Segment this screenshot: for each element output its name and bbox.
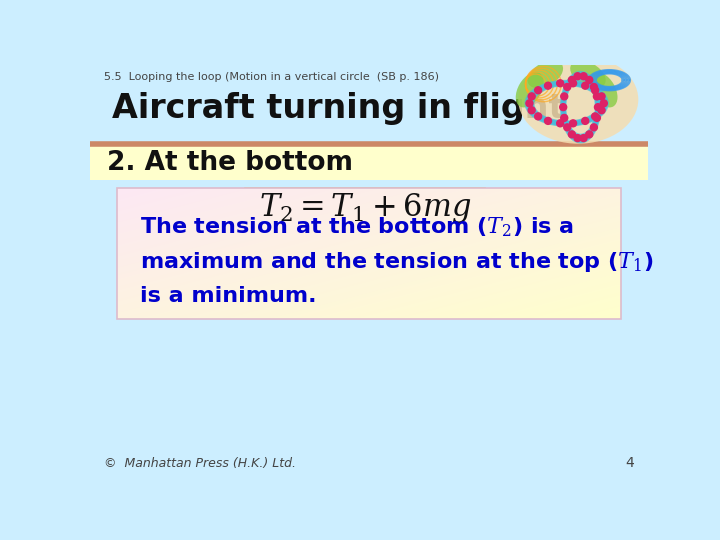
- Circle shape: [528, 107, 535, 114]
- Circle shape: [557, 120, 564, 127]
- Circle shape: [557, 80, 564, 87]
- Circle shape: [574, 73, 581, 80]
- Circle shape: [598, 107, 605, 114]
- Bar: [245, 188, 485, 228]
- Circle shape: [570, 120, 577, 127]
- Text: 5.5  Looping the loop (Motion in a vertical circle  (SB p. 186): 5.5 Looping the loop (Motion in a vertic…: [104, 72, 439, 83]
- Circle shape: [586, 77, 593, 83]
- Circle shape: [544, 82, 552, 89]
- Circle shape: [600, 100, 607, 107]
- Circle shape: [568, 77, 575, 83]
- Circle shape: [592, 113, 598, 120]
- Circle shape: [574, 134, 581, 141]
- Circle shape: [568, 131, 575, 138]
- Circle shape: [582, 82, 589, 89]
- Circle shape: [535, 113, 541, 120]
- Bar: [117, 188, 621, 319]
- Ellipse shape: [518, 55, 639, 144]
- Text: The tension at the bottom ($\mathit{T}_2$) is a: The tension at the bottom ($\mathit{T}_2…: [140, 215, 575, 239]
- Text: 4: 4: [625, 456, 634, 470]
- Circle shape: [586, 131, 593, 138]
- Circle shape: [528, 93, 535, 100]
- Text: Aircraft turning in flight: Aircraft turning in flight: [112, 92, 564, 125]
- Text: $\mathit{T}_2 = \mathit{T}_1 + 6\mathit{mg}$: $\mathit{T}_2 = \mathit{T}_1 + 6\mathit{…: [259, 191, 472, 225]
- Text: ©  Manhattan Press (H.K.) Ltd.: © Manhattan Press (H.K.) Ltd.: [104, 457, 296, 470]
- Circle shape: [526, 100, 533, 107]
- Ellipse shape: [590, 72, 618, 107]
- Circle shape: [564, 84, 571, 90]
- Circle shape: [592, 87, 598, 94]
- Circle shape: [535, 87, 541, 94]
- Circle shape: [590, 124, 598, 131]
- Circle shape: [595, 104, 601, 111]
- Ellipse shape: [516, 72, 544, 107]
- Circle shape: [564, 124, 571, 131]
- Circle shape: [593, 93, 600, 100]
- Text: is a minimum.: is a minimum.: [140, 286, 317, 306]
- Circle shape: [580, 134, 587, 141]
- Circle shape: [561, 114, 568, 122]
- Circle shape: [561, 93, 568, 100]
- Text: maximum and the tension at the top ($\mathit{T}_1$): maximum and the tension at the top ($\ma…: [140, 251, 654, 274]
- Circle shape: [570, 80, 577, 87]
- Circle shape: [593, 114, 600, 122]
- Circle shape: [590, 84, 598, 90]
- Circle shape: [598, 93, 605, 100]
- Circle shape: [559, 104, 567, 111]
- Circle shape: [580, 73, 587, 80]
- Ellipse shape: [528, 60, 563, 88]
- Circle shape: [544, 117, 552, 124]
- Bar: [90, 146, 648, 180]
- Circle shape: [582, 117, 589, 124]
- Ellipse shape: [570, 60, 606, 88]
- Text: 2. At the bottom: 2. At the bottom: [107, 150, 353, 177]
